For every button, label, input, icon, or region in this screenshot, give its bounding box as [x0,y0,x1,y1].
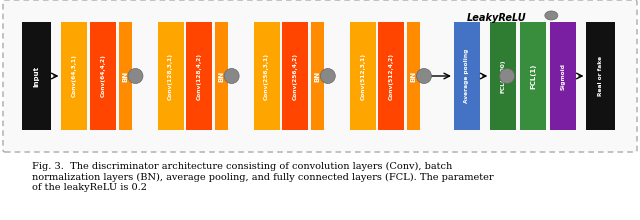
Text: Real or fake: Real or fake [598,56,604,96]
Text: BN: BN [314,70,321,82]
Text: Average pooling: Average pooling [465,49,469,103]
Bar [118,22,132,130]
Bar [454,22,480,130]
Ellipse shape [545,11,558,20]
Ellipse shape [128,68,143,84]
Bar [186,22,212,130]
Text: Conv(64,4,2): Conv(64,4,2) [100,55,106,97]
Text: Conv(256,4,2): Conv(256,4,2) [293,53,298,99]
Bar [311,22,324,130]
Text: FCL(1): FCL(1) [530,63,536,89]
Text: Conv(512,3,1): Conv(512,3,1) [360,53,365,99]
Ellipse shape [224,68,239,84]
Bar [215,22,228,130]
FancyBboxPatch shape [3,0,637,152]
Ellipse shape [417,68,431,84]
Bar [282,22,308,130]
Bar [22,22,51,130]
Text: Sigmoid: Sigmoid [561,62,566,90]
Bar [90,22,116,130]
Bar [586,22,615,130]
Text: Conv(128,4,2): Conv(128,4,2) [196,53,202,99]
Text: Conv(512,4,2): Conv(512,4,2) [389,53,394,99]
Bar [490,22,516,130]
Bar [520,22,546,130]
Ellipse shape [500,68,515,84]
Bar [157,22,184,130]
Bar [407,22,420,130]
Text: Conv(128,3,1): Conv(128,3,1) [168,53,173,99]
Bar [350,22,376,130]
Text: BN: BN [411,70,417,82]
Ellipse shape [320,68,335,84]
Text: Conv(64,3,1): Conv(64,3,1) [72,55,77,97]
Text: LeakyReLU: LeakyReLU [467,13,527,23]
Bar [253,22,280,130]
Bar [378,22,404,130]
Bar [61,22,88,130]
Text: BN: BN [218,70,224,82]
Bar [550,22,576,130]
Text: Input: Input [34,65,40,86]
Text: BN: BN [122,70,128,82]
Text: FCL(1000): FCL(1000) [500,59,506,93]
Text: Conv(256,3,1): Conv(256,3,1) [264,53,269,99]
Text: Fig. 3.  The discriminator architecture consisting of convolution layers (Conv),: Fig. 3. The discriminator architecture c… [32,162,493,192]
